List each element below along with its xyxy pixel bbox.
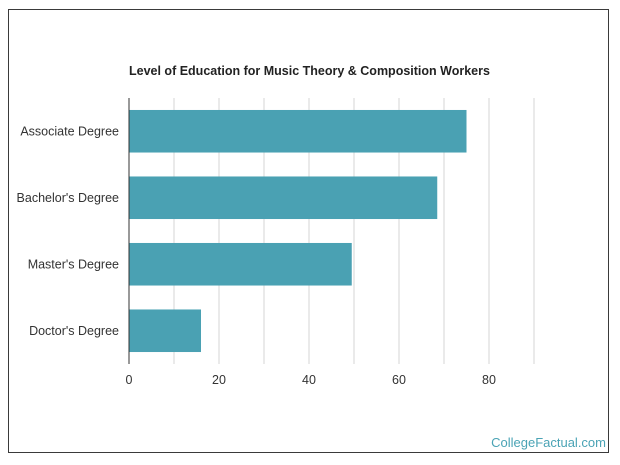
category-label: Associate Degree xyxy=(20,124,119,138)
watermark: CollegeFactual.com xyxy=(491,435,606,450)
chart-title: Level of Education for Music Theory & Co… xyxy=(129,64,490,78)
bar-bachelor-s-degree xyxy=(129,176,438,220)
x-tick-label: 40 xyxy=(302,373,316,387)
x-tick-label: 0 xyxy=(126,373,133,387)
bars xyxy=(129,109,467,353)
category-labels: Associate Degree Bachelor's Degree Master'… xyxy=(17,124,119,338)
category-label: Master's Degree xyxy=(28,257,119,271)
bar-doctor-s-degree xyxy=(129,309,201,353)
x-tick-label: 80 xyxy=(482,373,496,387)
x-tick-label: 20 xyxy=(212,373,226,387)
bar-associate-degree xyxy=(129,109,467,153)
x-tick-label: 60 xyxy=(392,373,406,387)
x-tick-labels: 0 20 40 60 80 xyxy=(126,373,496,387)
bar-master-s-degree xyxy=(129,242,352,286)
category-label: Bachelor's Degree xyxy=(17,191,119,205)
category-label: Doctor's Degree xyxy=(29,324,119,338)
